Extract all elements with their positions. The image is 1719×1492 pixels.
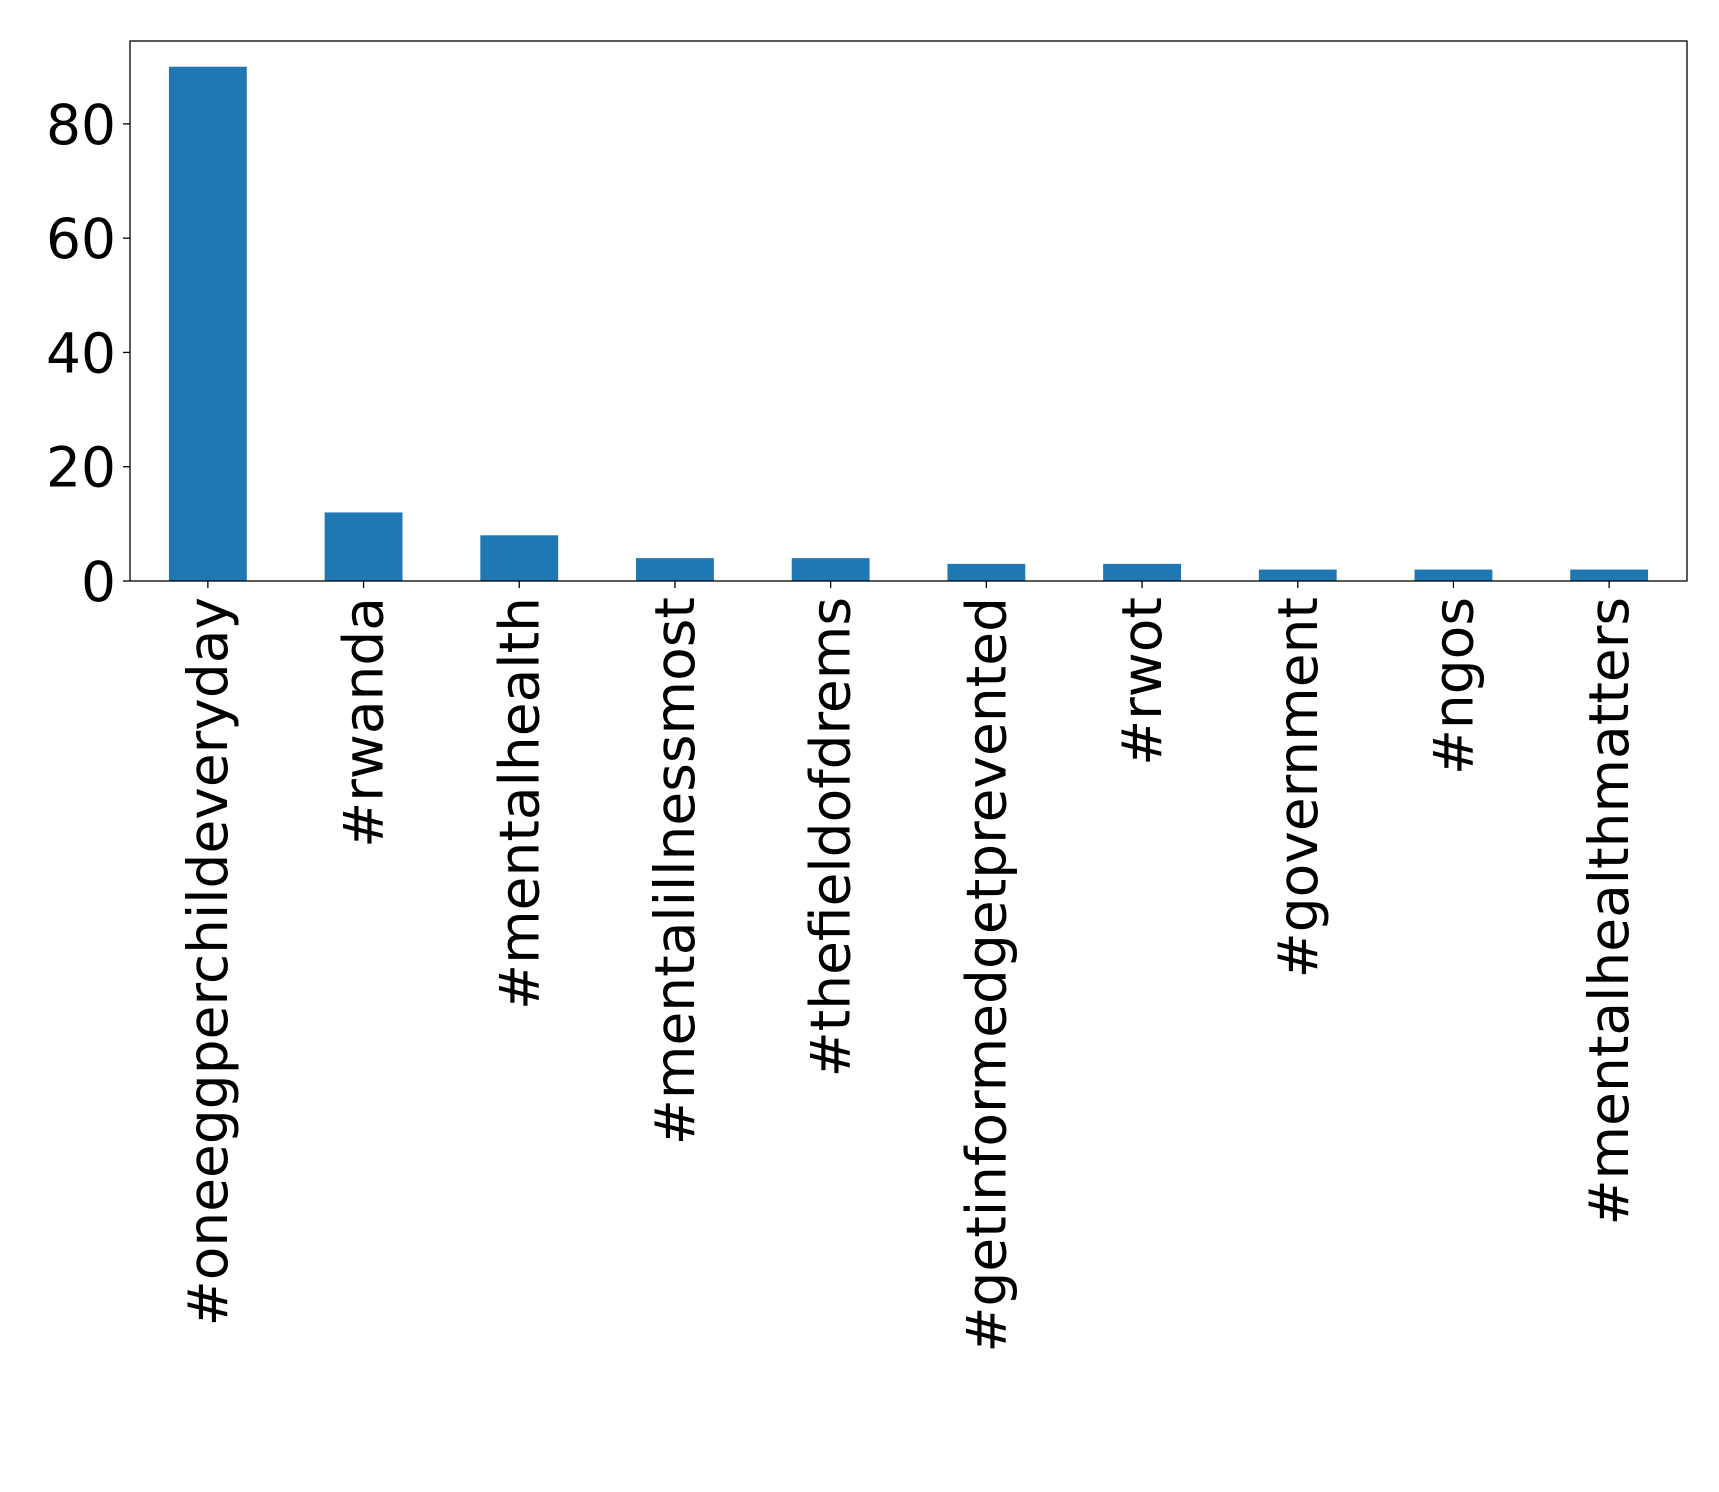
y-tick-label: 80 [46, 93, 116, 157]
bar-rwot [1103, 563, 1181, 581]
x-axis: #oneeggperchildeveryday #rwanda #mentalhea… [176, 581, 1641, 1353]
plot-frame [129, 40, 1688, 582]
y-axis: 0 20 40 60 80 [46, 93, 130, 614]
x-tick-label: #thefieldofdrems [799, 597, 863, 1077]
x-tick-label: #government [1266, 597, 1330, 978]
bar-thefieldofdrems [791, 558, 870, 581]
x-tick-label: #mentalhealth [487, 597, 551, 1010]
y-tick-label: 20 [46, 436, 116, 500]
x-tick-label: #rwanda [332, 597, 396, 848]
bar-rwanda [324, 512, 403, 581]
x-tick-label: #getinformedgetprevented [954, 597, 1018, 1353]
x-tick-label: #mentalhealthmatters [1577, 597, 1641, 1226]
x-tick-label: #mentalillnessmost [643, 597, 707, 1145]
bar-mentalillnessmost [636, 558, 714, 581]
bar-government [1258, 569, 1337, 581]
x-tick-label: #oneeggperchildeveryday [176, 597, 240, 1326]
y-tick-label: 60 [46, 207, 116, 271]
bars-layer [168, 66, 1649, 581]
bar-ngos [1414, 569, 1493, 581]
x-tick-label: #rwot [1110, 597, 1174, 766]
bar-oneeggperchildeveryday [168, 66, 247, 581]
bar-mentalhealthmatters [1570, 569, 1649, 581]
bar-getinformedgetprevented [947, 563, 1026, 581]
y-tick-label: 40 [46, 321, 116, 385]
bar-mentalhealth [480, 535, 559, 581]
x-tick-label: #ngos [1421, 597, 1485, 775]
y-tick-label: 0 [81, 550, 116, 614]
